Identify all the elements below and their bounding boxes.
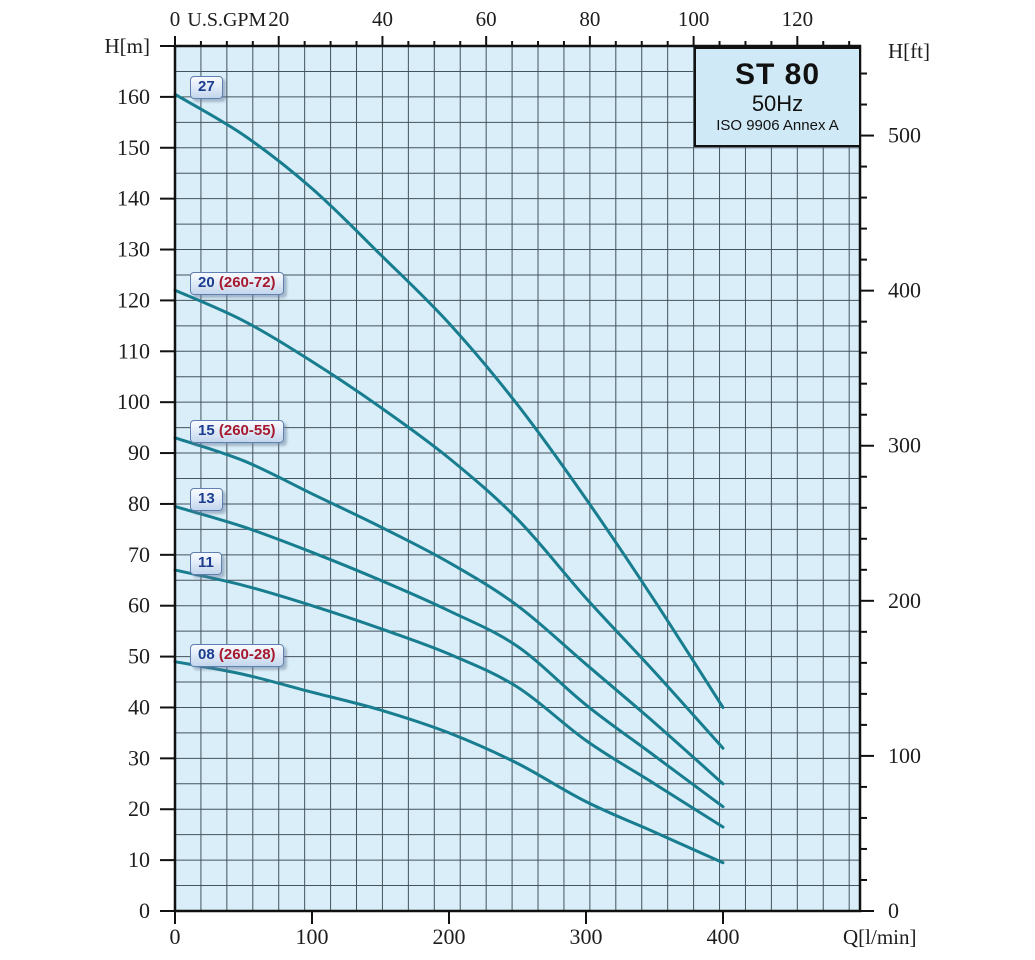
axis-tick-label: 0 [139,898,150,923]
plot-frame [173,44,862,913]
frequency-label: 50Hz [751,91,804,116]
axis-tick-label: 70 [128,542,150,567]
axis-tick-label: 300 [888,433,921,458]
axis-tick-label: 300 [570,924,603,949]
curve-model-number: 20 [198,274,215,292]
curve-08 [173,660,725,865]
curve-15 [173,436,725,786]
right-axis-unit: H[ft] [888,39,930,63]
curve-stage-range: (260-28) [214,645,276,663]
curve-label-08: 08 (260-28) [190,643,284,667]
axis-tick-label: 50 [128,644,150,669]
axis-tick-label: 0 [170,924,181,949]
axis-tick-label: 40 [372,7,393,31]
left-axis-unit: H[m] [105,34,151,58]
axis-tick-label: 90 [128,440,150,465]
axis-tick-label: 100 [117,389,150,414]
curve-stage-range: (260-55) [214,421,276,439]
axis-tick-label: 400 [707,924,740,949]
axis-tick-label: 20 [128,796,150,821]
grid-lines [175,46,860,911]
axis-tick-label: 140 [117,186,150,211]
axis-tick-label: 80 [579,7,600,31]
axis-tick-label: 200 [888,588,921,613]
axis-tick-label: 60 [476,7,497,31]
axis-tick-label: 100 [678,7,710,31]
curve-27 [173,92,725,709]
page-title: ST 80 [734,58,821,91]
curve-label-11: 11 [190,552,222,576]
curve-label-20: 20 (260-72) [190,272,284,296]
curve-13 [173,504,725,809]
axis-tick-label: 20 [268,7,289,31]
axis-tick-label: 100 [888,743,921,768]
axis-tick-label: 30 [128,745,150,770]
axis-tick-label: 500 [888,123,921,148]
curve-20 [173,288,725,750]
axis-tick-label: 150 [117,135,150,160]
title-box: ST 80 50Hz ISO 9906 Annex A [694,47,861,147]
axis-tick-label: 200 [433,924,466,949]
curve-model-number: 11 [198,554,214,572]
axis-ticks [160,36,874,924]
curve-label-27: 27 [190,76,223,100]
curve-model-number: 15 [198,421,215,439]
axis-tick-label: 40 [128,694,150,719]
pump-curves [173,92,725,865]
curve-11 [173,568,725,829]
curve-model-number: 27 [198,78,215,96]
curve-model-number: 13 [198,490,215,508]
bottom-axis-unit: Q[l/min] [843,925,917,949]
axis-tick-label: 400 [888,278,921,303]
axis-tick-label: 120 [782,7,814,31]
top-axis-unit: U.S.GPM [187,9,266,31]
axis-tick-label: 120 [117,287,150,312]
axis-tick-label: 110 [118,338,150,363]
axis-tick-label: 130 [117,237,150,262]
axis-tick-label: 0 [170,7,181,31]
axis-tick-label: 10 [128,847,150,872]
axis-tick-label: 60 [128,593,150,618]
axis-tick-label: 0 [888,898,899,923]
curve-stage-range: (260-72) [214,274,276,292]
curve-label-13: 13 [190,488,223,512]
axis-tick-label: 80 [128,491,150,516]
curve-label-15: 15 (260-55) [190,419,284,443]
standard-label: ISO 9906 Annex A [716,117,839,134]
axis-tick-label: 160 [117,84,150,109]
axis-tick-label: 100 [296,924,329,949]
curve-model-number: 08 [198,645,215,663]
